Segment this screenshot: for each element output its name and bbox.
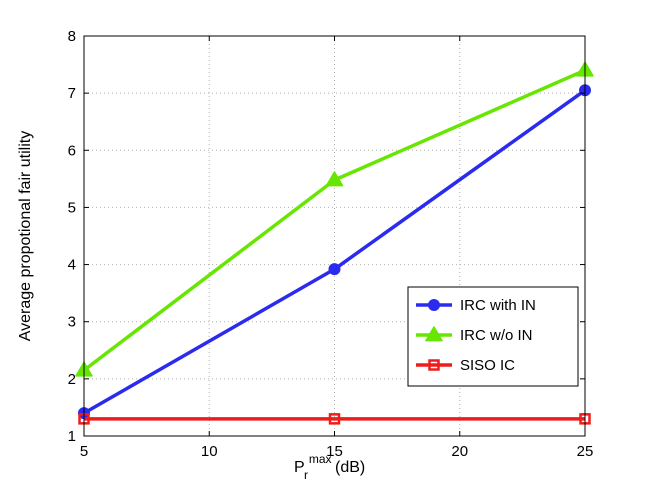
x-tick-label: 10	[201, 443, 218, 460]
x-axis-label-unit: (dB)	[335, 459, 365, 476]
legend-entry: IRC with IN	[416, 297, 536, 314]
x-tick-label: 5	[80, 443, 88, 460]
grid	[84, 36, 585, 436]
legend-label: IRC w/o IN	[460, 327, 533, 344]
y-tick-label: 4	[68, 257, 76, 274]
data-point	[328, 413, 341, 425]
legend-entry: IRC w/o IN	[416, 326, 533, 344]
legend-entry: SISO IC	[416, 357, 515, 374]
y-tick-label: 1	[68, 428, 76, 445]
x-axis-label-subscript: r	[304, 468, 308, 482]
legend-label: IRC with IN	[460, 297, 536, 314]
y-tick-label: 3	[68, 314, 76, 331]
legend-label: SISO IC	[460, 357, 515, 374]
x-axis-label-main: P	[294, 459, 304, 476]
y-tick-label: 6	[68, 142, 76, 159]
x-axis-label-superscript: max	[309, 452, 332, 466]
x-axis-label: P max r (dB)	[294, 450, 365, 483]
data-point	[325, 171, 344, 187]
legend-marker	[428, 359, 440, 371]
data-point	[328, 263, 341, 276]
y-tick-label: 7	[68, 85, 76, 102]
x-tick-label: 15	[326, 443, 343, 460]
legend: IRC with IN IRC w/o IN SISO IC	[407, 286, 579, 387]
x-tick-label: 25	[577, 443, 594, 460]
legend-marker	[428, 299, 440, 311]
y-axis-label: Average propotional fair utility	[17, 131, 34, 342]
y-tick-label: 5	[68, 199, 76, 216]
y-tick-label: 2	[68, 371, 76, 388]
x-tick-label: 20	[451, 443, 468, 460]
y-tick-label: 8	[68, 28, 76, 45]
legend-marker	[425, 326, 443, 342]
axis-ticks: 5 10 15 20 25 1 2 3 4 5 6 7 8	[68, 28, 594, 460]
